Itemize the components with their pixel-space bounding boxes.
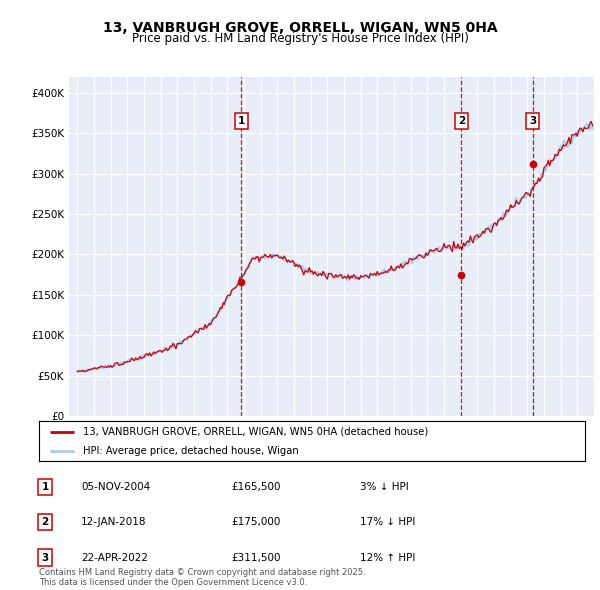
Text: £165,500: £165,500 — [231, 482, 281, 491]
Text: HPI: Average price, detached house, Wigan: HPI: Average price, detached house, Wiga… — [83, 446, 298, 456]
Text: 2: 2 — [41, 517, 49, 527]
Text: Price paid vs. HM Land Registry's House Price Index (HPI): Price paid vs. HM Land Registry's House … — [131, 32, 469, 45]
Text: 05-NOV-2004: 05-NOV-2004 — [81, 482, 150, 491]
Text: 13, VANBRUGH GROVE, ORRELL, WIGAN, WN5 0HA (detached house): 13, VANBRUGH GROVE, ORRELL, WIGAN, WN5 0… — [83, 427, 428, 437]
Text: 12-JAN-2018: 12-JAN-2018 — [81, 517, 146, 527]
Text: 2: 2 — [458, 116, 465, 126]
Text: 3: 3 — [529, 116, 536, 126]
Text: 22-APR-2022: 22-APR-2022 — [81, 553, 148, 562]
Text: 1: 1 — [41, 482, 49, 491]
Text: £175,000: £175,000 — [231, 517, 280, 527]
Text: 3% ↓ HPI: 3% ↓ HPI — [360, 482, 409, 491]
Text: 12% ↑ HPI: 12% ↑ HPI — [360, 553, 415, 562]
Text: 1: 1 — [238, 116, 245, 126]
Text: 3: 3 — [41, 553, 49, 562]
Text: 13, VANBRUGH GROVE, ORRELL, WIGAN, WN5 0HA: 13, VANBRUGH GROVE, ORRELL, WIGAN, WN5 0… — [103, 21, 497, 35]
Text: 17% ↓ HPI: 17% ↓ HPI — [360, 517, 415, 527]
Text: £311,500: £311,500 — [231, 553, 281, 562]
Text: Contains HM Land Registry data © Crown copyright and database right 2025.
This d: Contains HM Land Registry data © Crown c… — [39, 568, 365, 587]
